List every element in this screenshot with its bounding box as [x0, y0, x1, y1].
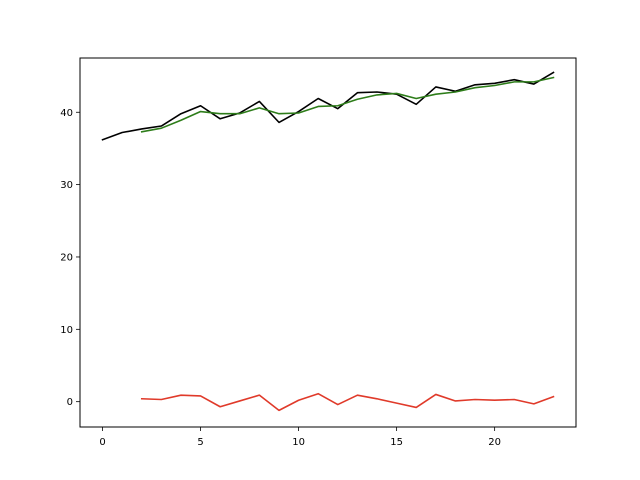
y-tick-label: 40 [60, 108, 73, 119]
series-line-2 [140, 76, 555, 133]
y-axis: 0 10 20 30 40 [60, 108, 80, 408]
y-tick-label: 30 [60, 180, 73, 191]
x-tick-label: 10 [292, 437, 305, 448]
x-tick-label: 15 [390, 437, 403, 448]
series-line-3 [140, 392, 555, 412]
series-line-1 [101, 71, 555, 141]
x-tick-label: 0 [99, 437, 105, 448]
x-axis: 0 5 10 15 20 [99, 427, 501, 448]
y-tick-label: 10 [60, 325, 73, 336]
y-tick-label: 20 [60, 252, 73, 263]
x-tick-label: 20 [488, 437, 501, 448]
y-tick-label: 0 [67, 397, 73, 408]
series-layer [101, 71, 555, 412]
axes-frame [79, 57, 577, 428]
x-tick-label: 5 [197, 437, 203, 448]
